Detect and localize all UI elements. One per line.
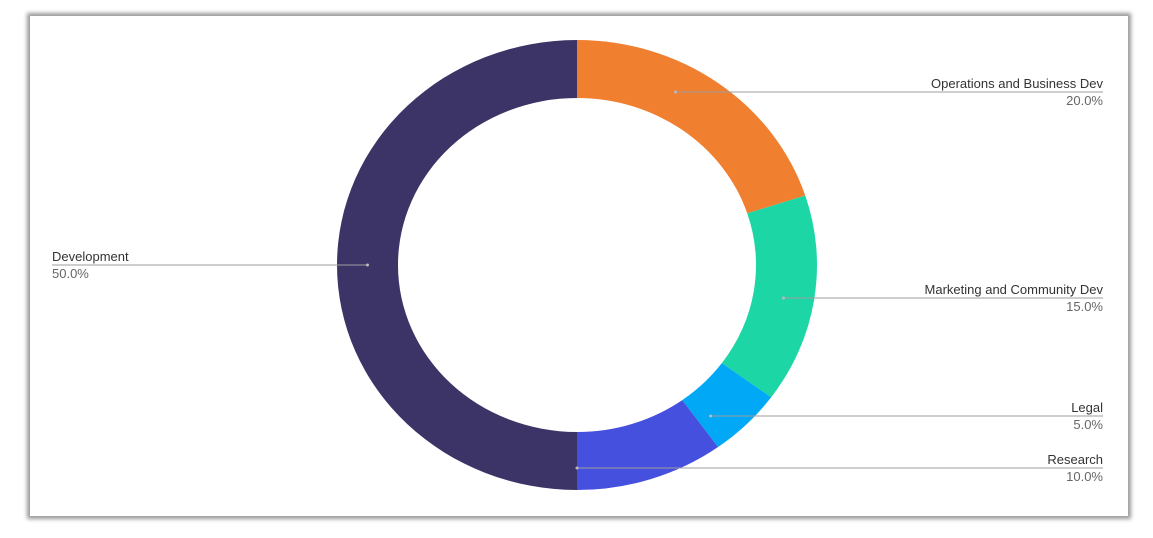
- slice-percent-label: 20.0%: [1066, 93, 1103, 108]
- slice-label: Marketing and Community Dev: [925, 282, 1104, 297]
- leader-dot: [782, 296, 786, 300]
- slice-label: Legal: [1071, 400, 1103, 415]
- slice-development: [337, 40, 577, 490]
- slice-percent-label: 50.0%: [52, 266, 89, 281]
- slice-legal: [682, 363, 772, 448]
- slice-percent-label: 10.0%: [1066, 469, 1103, 484]
- leader-dot: [575, 466, 579, 470]
- slice-percent-label: 15.0%: [1066, 299, 1103, 314]
- slice-percent-label: 5.0%: [1073, 417, 1103, 432]
- slice-operations-and-business-dev: [577, 40, 806, 214]
- slice-marketing-and-community-dev: [721, 195, 817, 398]
- slice-label: Development: [52, 249, 129, 264]
- slice-label: Research: [1047, 452, 1103, 467]
- leader-dot: [366, 263, 369, 267]
- slice-label: Operations and Business Dev: [931, 76, 1103, 91]
- leader-dot: [673, 90, 677, 94]
- leader-dot: [709, 414, 713, 418]
